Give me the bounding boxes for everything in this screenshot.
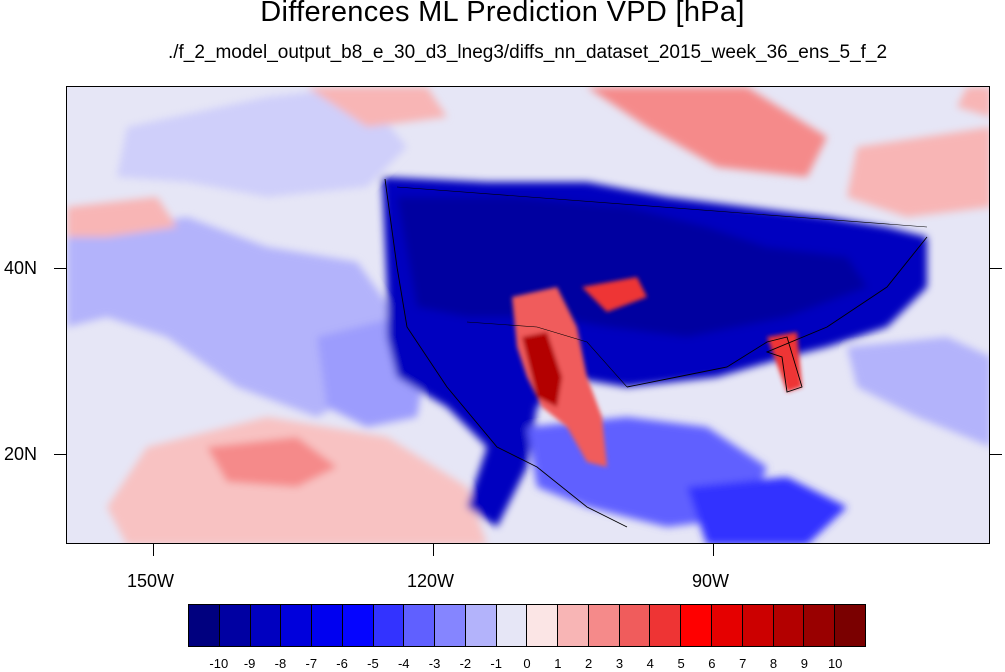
colorbar-label: -3 [428, 656, 441, 671]
colorbar-label: 0 [523, 656, 531, 671]
lon-label-120w: 120W [407, 571, 455, 591]
colorbar-label: 8 [769, 656, 778, 671]
colorbar-label: -5 [367, 656, 379, 671]
colorbar-label: -7 [305, 656, 318, 671]
colorbar-box [742, 605, 774, 646]
vpd-difference-map [66, 86, 990, 544]
colorbar-label: -9 [243, 656, 256, 671]
colorbar-box [219, 605, 251, 646]
map-subtitle: ./f_2_model_output_b8_e_30_d3_lneg3/diff… [167, 42, 888, 63]
field-light-red-alaska [307, 87, 447, 127]
field-light-red-corner [957, 87, 989, 117]
colorbar-box [465, 605, 497, 646]
field-red-texas [582, 277, 647, 312]
colorbar-box [435, 605, 466, 646]
field-light-red-west [67, 197, 177, 237]
lat-tick-40n-right [990, 268, 1002, 269]
field-red-subtropics [207, 437, 337, 487]
lon-label-150w: 150W [127, 571, 175, 591]
colorbar-label: 3 [615, 656, 624, 671]
colorbar-box [588, 605, 620, 646]
field-blue-central-america [687, 477, 847, 543]
border-mexico [466, 321, 628, 388]
coastline-west [384, 178, 628, 528]
colorbar-label: -4 [397, 656, 410, 671]
lon-tick-90w [713, 544, 714, 556]
field-light-red-northeast [847, 127, 989, 217]
lon-label-90w: 90W [692, 571, 730, 591]
colorbar-label: -8 [274, 656, 287, 671]
lat-tick-20n-right [990, 454, 1002, 455]
colorbar-box [712, 605, 743, 646]
colorbar-label: -6 [336, 656, 348, 671]
lon-tick-150w [153, 544, 154, 556]
colorbar-box [835, 605, 865, 646]
lat-label-40n: 40N [4, 258, 38, 278]
coastline-gulf-east [626, 236, 928, 393]
lat-label-20n: 20N [4, 444, 38, 464]
colorbar-label: 5 [677, 656, 685, 671]
colorbar-label: 2 [585, 656, 593, 671]
field-darkred-hotspot [522, 332, 562, 407]
colorbar-box [619, 605, 651, 646]
colorbar [188, 604, 866, 647]
map-title: Differences ML Prediction VPD [hPa] [260, 0, 745, 28]
colorbar-box [558, 605, 589, 646]
colorbar-labels: -10 -9 -8 -7 -6 -5 -4 -3 -2 -1 0 1 2 3 4 5 6 7 8 9 10 [0, 656, 1005, 672]
colorbar-label: -1 [490, 656, 502, 671]
colorbar-label: -2 [459, 656, 472, 671]
field-light-blue-pacific [67, 217, 397, 417]
colorbar-label: 9 [800, 656, 808, 671]
field-red-canada [587, 87, 827, 177]
field-red-florida [767, 332, 802, 392]
colorbar-label: 6 [708, 656, 716, 671]
colorbar-box [404, 605, 436, 646]
colorbar-box [496, 605, 528, 646]
border-canada [396, 186, 928, 228]
colorbar-box [773, 605, 805, 646]
colorbar-label: -10 [209, 656, 229, 671]
lat-tick-20n-left [54, 454, 66, 455]
colorbar-box [342, 605, 374, 646]
colorbar-box [681, 605, 713, 646]
colorbar-box [804, 605, 836, 646]
colorbar-box [650, 605, 682, 646]
colorbar-box [312, 605, 343, 646]
lat-tick-40n-left [54, 268, 66, 269]
colorbar-label: 10 [827, 656, 843, 671]
colorbar-label: 4 [646, 656, 654, 671]
colorbar-box [373, 605, 405, 646]
colorbar-box [527, 605, 559, 646]
colorbar-box [250, 605, 282, 646]
colorbar-box [281, 605, 313, 646]
lon-tick-120w [433, 544, 434, 556]
colorbar-label: 7 [739, 656, 747, 671]
colorbar-box [189, 605, 220, 646]
map-field [67, 87, 989, 543]
field-light-blue-north [117, 87, 407, 197]
colorbar-label: 1 [554, 656, 562, 671]
field-light-blue-atlantic [847, 337, 989, 447]
